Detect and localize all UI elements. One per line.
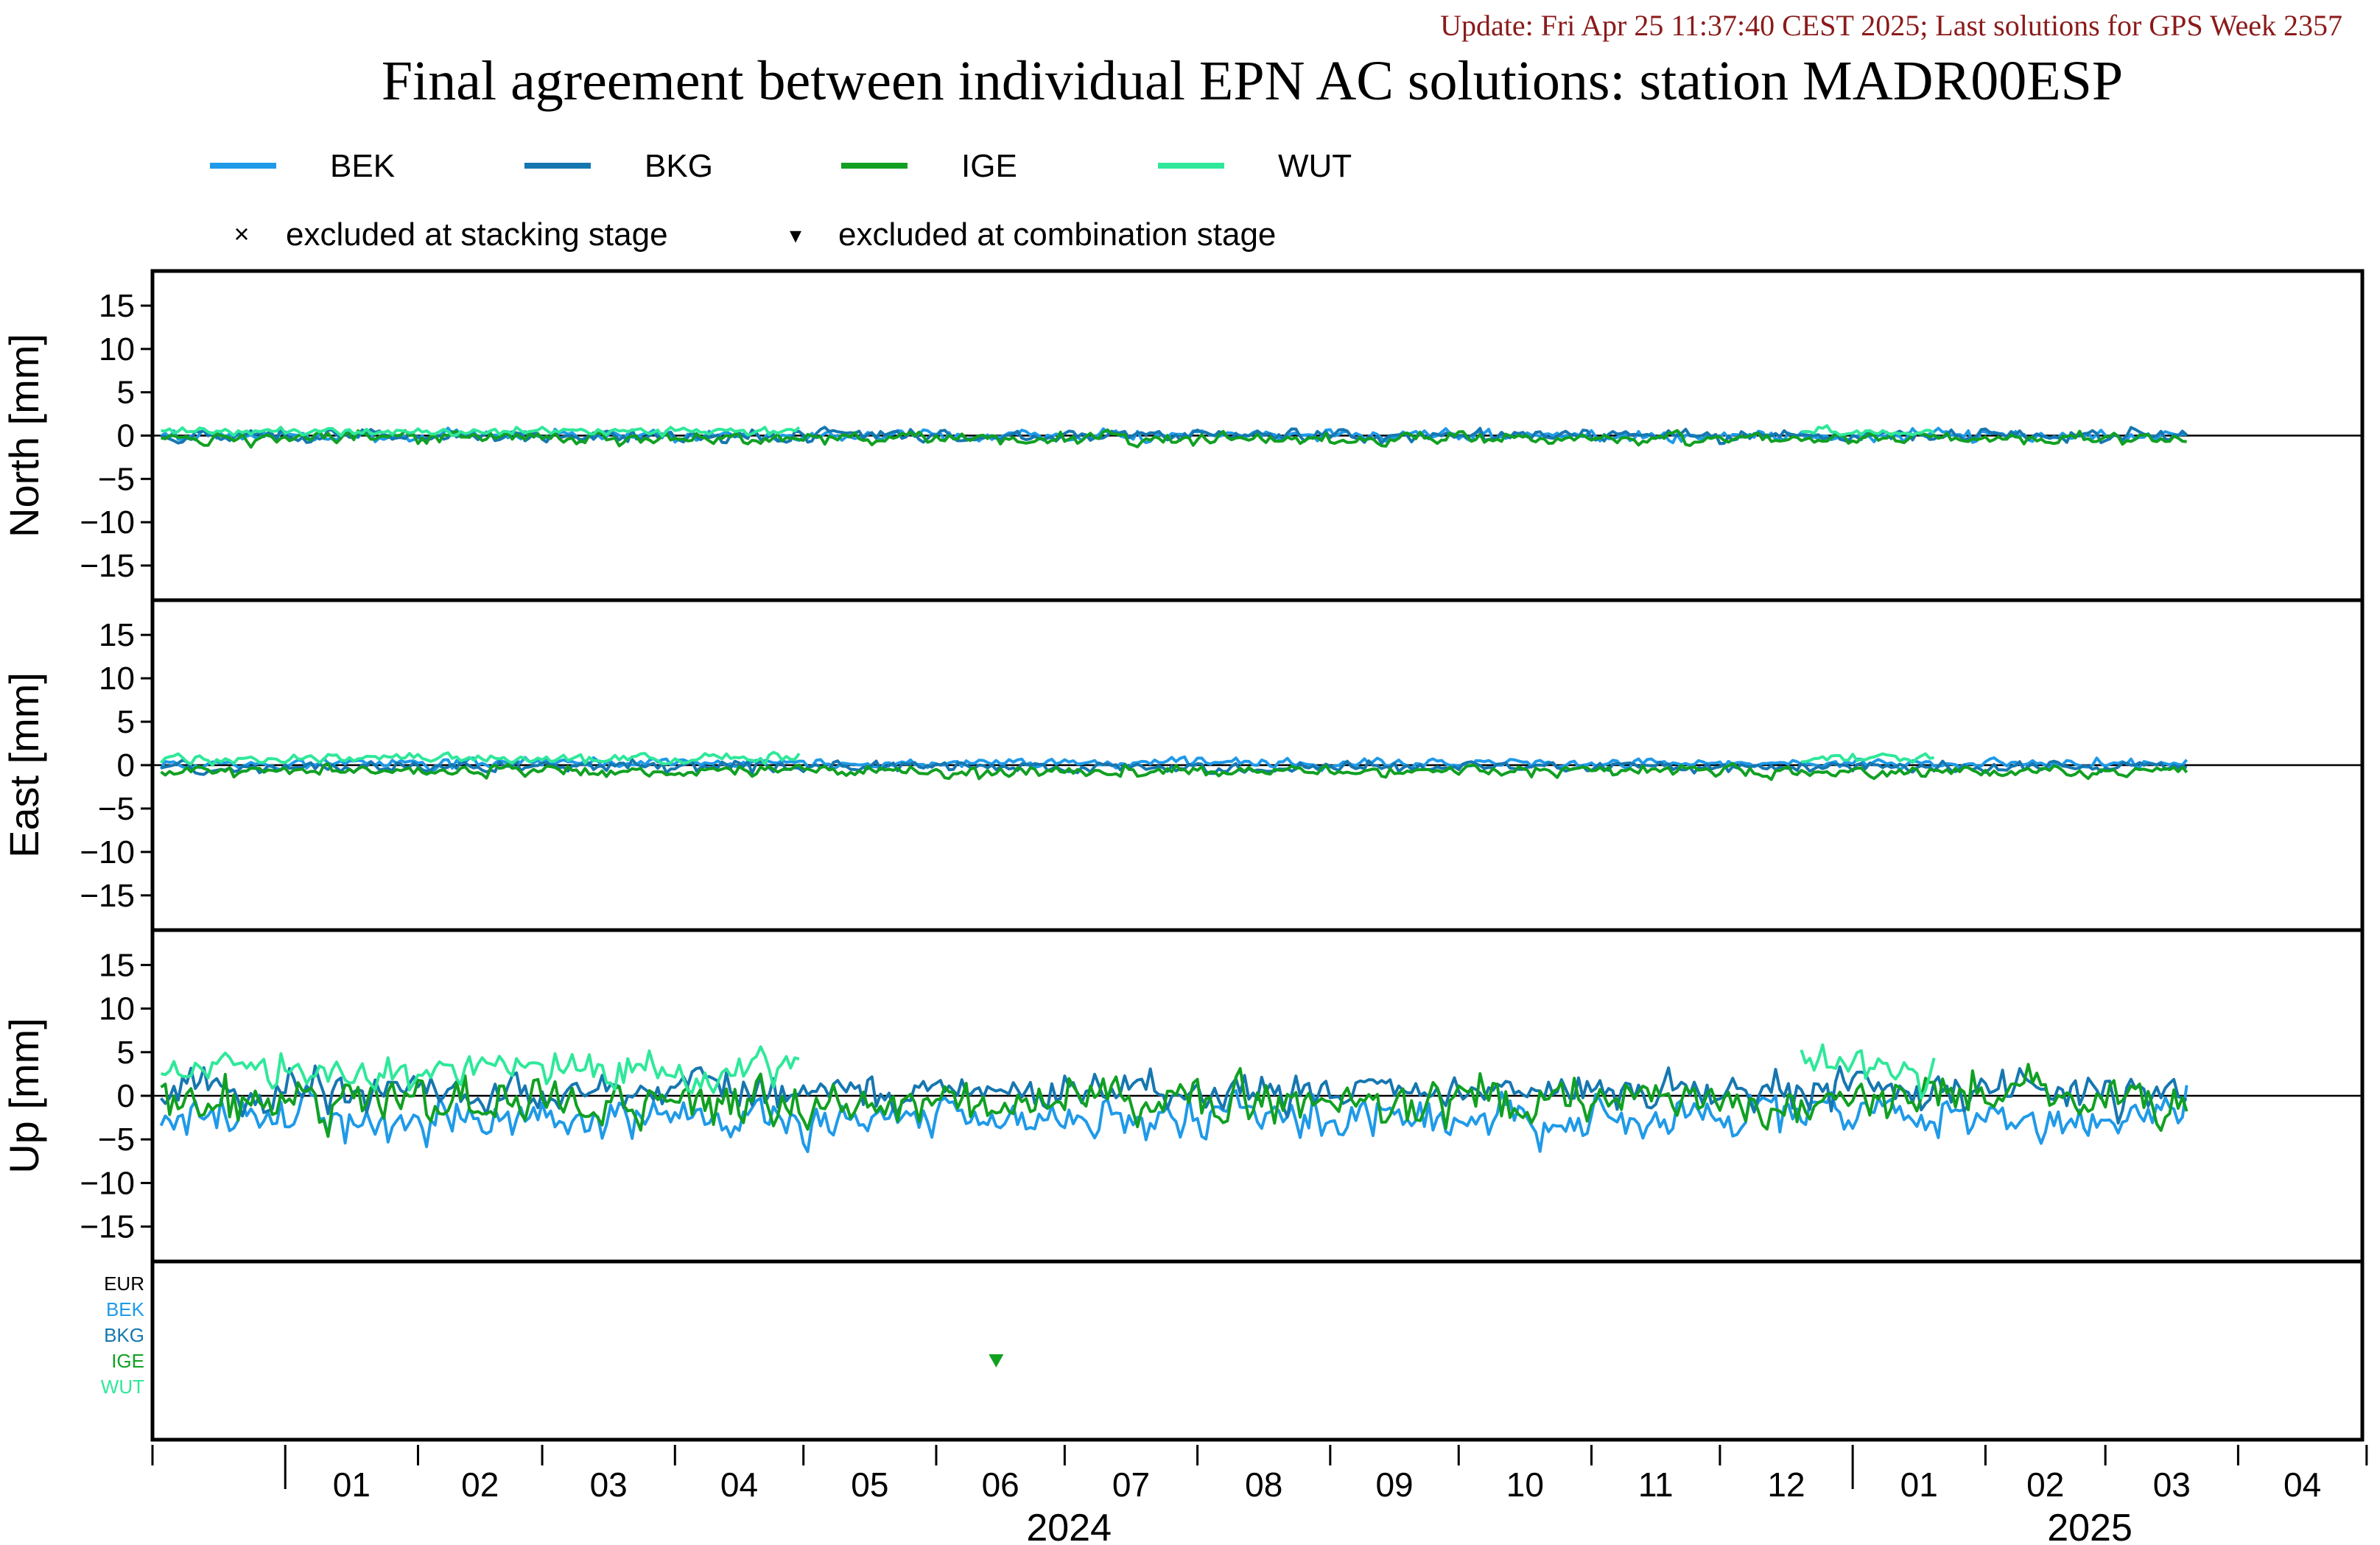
series-line-bkg-north	[160, 426, 2188, 446]
panel-up: 15 10 5 0 −5 −10 −15 Up [mm]	[1, 928, 2365, 1264]
y-tick-label: −15	[80, 1209, 135, 1245]
x-month-label: 04	[720, 1465, 758, 1504]
y-tick-label: 15	[99, 288, 135, 324]
x-month-label: 01	[1900, 1465, 1938, 1504]
series-line-wut-north	[161, 424, 1935, 438]
series-line-wut-east	[160, 750, 1934, 767]
x-axis: 01 02 03 04 05 06 07 08 09 10 11 12 01 02 03 04 2024 2025	[151, 1445, 2368, 1545]
x-month-label: 05	[851, 1465, 888, 1504]
y-axis-label: Up [mm]	[1, 1018, 47, 1174]
y-tick-label: 0	[117, 418, 135, 454]
exclusion-row-label-wut: WUT	[101, 1376, 144, 1398]
x-month-label: 06	[982, 1465, 1019, 1504]
y-tick-label: 10	[99, 991, 135, 1027]
x-month-label: 08	[1245, 1465, 1282, 1504]
panel-north: 15 10 5 0 −5 −10 −15 North [mm]	[1, 269, 2365, 602]
x-month-label: 09	[1375, 1465, 1413, 1504]
x-month-label: 03	[2153, 1465, 2191, 1504]
y-tick-label: 0	[117, 1078, 135, 1114]
y-tick-label: −15	[80, 548, 135, 584]
y-tick-label: 5	[117, 1035, 135, 1071]
exclusion-row-label-bkg: BKG	[104, 1324, 144, 1346]
combination-exclusion-marker-icon: ▾	[790, 222, 801, 248]
plot-panels: 15 10 5 0 −5 −10 −15 North [mm] 15 10 5 0 −5 −10 −15 Ea…	[1, 269, 2365, 1442]
update-line: Update: Fri Apr 25 11:37:40 CEST 2025; L…	[1440, 9, 2342, 42]
y-tick-label: −10	[80, 834, 135, 870]
series-line-bek-up	[159, 1083, 2188, 1153]
y-tick-label: −5	[98, 461, 135, 497]
x-month-label: 02	[461, 1465, 499, 1504]
y-tick-label: 0	[117, 747, 135, 784]
panel-exclusions: EUR BEK BKG IGE WUT	[101, 1259, 2365, 1442]
series-line-ige-north	[161, 428, 2187, 449]
x-month-label: 10	[1506, 1465, 1544, 1504]
series-line-wut-up	[161, 1043, 1936, 1100]
y-tick-label: −5	[98, 791, 135, 827]
legend-marker-label: excluded at stacking stage	[286, 217, 668, 253]
legend-label-wut: WUT	[1278, 148, 1352, 184]
y-axis-label: East [mm]	[1, 672, 47, 858]
x-month-label: 01	[333, 1465, 371, 1504]
stacking-exclusion-marker-icon: ×	[234, 219, 249, 249]
legend: BEK BKG IGE WUT × excluded at stacking stage ▾…	[210, 148, 1352, 253]
exclusion-row-label-bek: BEK	[106, 1298, 145, 1320]
combination-exclusion-marker	[989, 1354, 1004, 1368]
exclusion-row-label-eur: EUR	[104, 1273, 144, 1295]
x-month-label: 03	[590, 1465, 628, 1504]
x-month-label: 04	[2284, 1465, 2321, 1504]
y-tick-label: −10	[80, 1165, 135, 1201]
x-month-label: 07	[1112, 1465, 1150, 1504]
legend-marker-label: excluded at combination stage	[838, 217, 1276, 253]
legend-label-ige: IGE	[961, 148, 1017, 184]
y-tick-label: 10	[99, 331, 135, 367]
x-month-label: 12	[1767, 1465, 1805, 1504]
chart-title: Final agreement between individual EPN A…	[382, 50, 2123, 112]
y-tick-label: 5	[117, 375, 135, 411]
y-axis-label: North [mm]	[1, 334, 47, 538]
y-tick-label: 15	[99, 947, 135, 983]
y-tick-label: 5	[117, 704, 135, 740]
y-tick-label: −10	[80, 504, 135, 541]
x-month-label: 11	[1638, 1465, 1674, 1504]
legend-label-bek: BEK	[330, 148, 395, 184]
panel-east: 15 10 5 0 −5 −10 −15 East [mm]	[1, 598, 2365, 932]
series-line-ige-up	[160, 1063, 2188, 1138]
y-tick-label: 15	[99, 617, 135, 653]
panel-frame	[150, 1259, 2365, 1442]
y-tick-label: −5	[98, 1122, 135, 1158]
x-month-label: 02	[2026, 1465, 2064, 1504]
exclusion-row-label-ige: IGE	[111, 1350, 144, 1372]
y-tick-label: −15	[80, 878, 135, 914]
x-year-label: 2024	[1026, 1507, 1112, 1545]
y-tick-label: 10	[99, 661, 135, 697]
legend-label-bkg: BKG	[645, 148, 713, 184]
x-year-label: 2025	[2047, 1507, 2132, 1545]
series-line-ige-east	[160, 761, 2188, 781]
